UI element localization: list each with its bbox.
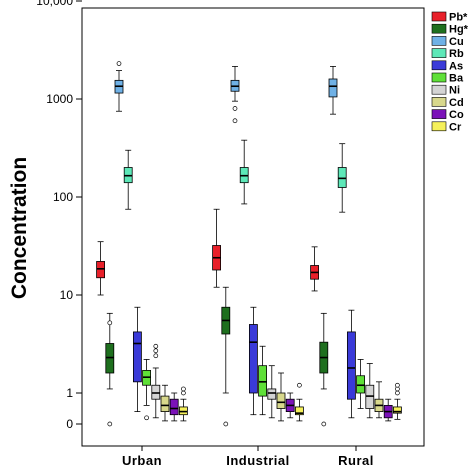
outlier-point	[107, 320, 113, 326]
box-Co-industrial	[285, 392, 295, 419]
plot-area	[96, 61, 402, 427]
box-Ba-rural	[356, 359, 366, 409]
outlier-point	[223, 421, 229, 427]
box-Hg-rural	[319, 312, 329, 427]
y-tick-label: 10	[60, 288, 74, 302]
box-As-rural	[346, 309, 356, 419]
box-Cr-rural	[392, 382, 402, 420]
box	[160, 395, 170, 413]
box-Cd-rural	[374, 381, 384, 419]
box-Cd-industrial	[276, 372, 286, 422]
legend-label: Ni	[449, 85, 460, 97]
legend-label: Co	[449, 109, 464, 121]
legend-swatch	[431, 36, 447, 46]
legend-label: Cu	[449, 36, 464, 48]
box-Pb-rural	[310, 246, 320, 292]
box-Rb-industrial	[239, 139, 249, 205]
legend-swatch	[431, 121, 447, 132]
box-Cu-industrial	[230, 66, 240, 124]
outlier-point	[107, 421, 113, 427]
box-Ni-industrial	[267, 365, 277, 419]
box-Cu-urban	[114, 61, 124, 112]
legend-swatch	[431, 72, 447, 83]
x-category-label: Industrial	[226, 453, 290, 466]
plot-frame	[81, 7, 425, 447]
box-Ba-industrial	[258, 345, 268, 416]
legend-swatch	[431, 23, 447, 34]
legend-label: As	[449, 60, 463, 72]
box	[337, 167, 347, 188]
box-Co-rural	[383, 398, 393, 422]
outlier-point	[116, 61, 122, 66]
box-Cr-industrial	[294, 382, 304, 422]
box-Co-urban	[169, 392, 179, 422]
box	[248, 324, 258, 394]
outlier-point	[321, 421, 327, 427]
outlier-point	[395, 390, 400, 396]
legend-swatch	[431, 84, 447, 95]
box	[276, 392, 286, 409]
x-axis: Urban Industrial Rural	[122, 446, 374, 466]
box	[169, 398, 179, 416]
box-Ni-rural	[365, 363, 375, 419]
outlier-point	[232, 118, 238, 124]
y-tick-label: 10,000	[36, 0, 73, 8]
x-category-label: Urban	[122, 453, 162, 466]
legend-swatch	[431, 60, 447, 71]
box	[356, 375, 366, 394]
y-tick-label: 0	[66, 417, 73, 431]
legend-swatch	[431, 97, 447, 107]
y-tick-label: 1	[66, 386, 73, 400]
outlier-point	[181, 386, 186, 392]
box	[132, 331, 142, 383]
box-Cu-rural	[328, 66, 338, 115]
box-Rb-urban	[123, 149, 133, 210]
box	[294, 406, 304, 416]
box	[392, 406, 402, 414]
box-Pb-urban	[96, 241, 105, 296]
box-Hg-industrial	[221, 286, 231, 427]
legend-swatch	[431, 48, 447, 58]
outlier-point	[395, 382, 400, 388]
box-Cd-urban	[160, 384, 170, 422]
legend-label: Pb*	[449, 12, 468, 24]
outlier-point	[144, 415, 149, 421]
box-Hg-urban	[105, 312, 115, 427]
y-axis: 0 1 10 100 1000 10,000	[36, 0, 82, 431]
outlier-point	[153, 353, 159, 359]
y-axis-label: Concentration	[8, 157, 31, 299]
box-Cr-urban	[178, 386, 188, 422]
legend-label: Rb	[449, 48, 464, 60]
legend-label: Cd	[449, 97, 464, 109]
legend-swatch	[431, 11, 447, 22]
box	[346, 331, 356, 400]
outlier-point	[181, 390, 186, 396]
legend-swatch	[431, 109, 447, 119]
y-tick-label: 100	[53, 190, 73, 204]
outlier-point	[153, 348, 159, 354]
y-tick-label: 1000	[46, 92, 73, 106]
box	[328, 78, 338, 98]
box-Ba-urban	[142, 359, 152, 421]
outlier-point	[232, 106, 238, 111]
box-Ni-urban	[151, 343, 161, 419]
outlier-point	[297, 382, 302, 388]
box	[258, 365, 268, 397]
legend-label: Ba	[449, 73, 464, 85]
x-category-label: Rural	[338, 453, 374, 466]
box-Rb-rural	[337, 143, 347, 213]
box-As-industrial	[248, 306, 258, 416]
legend-label: Hg*	[449, 24, 469, 36]
legend-label: Cr	[449, 121, 462, 133]
box	[267, 388, 277, 400]
box-Pb-industrial	[212, 208, 222, 288]
box-As-urban	[132, 306, 142, 413]
outlier-point	[153, 343, 159, 349]
